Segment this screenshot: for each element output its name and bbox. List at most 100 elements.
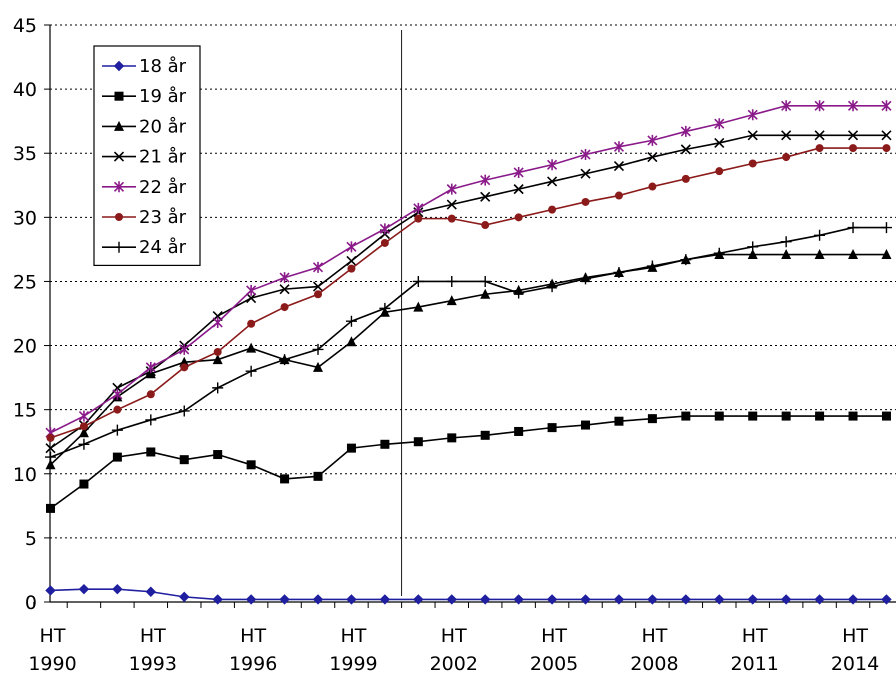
- data-point: [713, 247, 725, 259]
- data-point: [379, 594, 391, 605]
- data-point: [312, 261, 324, 273]
- data-point: [446, 199, 457, 210]
- data-point: [213, 347, 222, 356]
- data-point: [379, 302, 391, 314]
- data-point: [412, 275, 424, 287]
- data-point: [781, 249, 792, 260]
- y-tick-label: 15: [13, 400, 37, 422]
- data-point: [78, 427, 89, 438]
- data-point: [346, 255, 357, 266]
- data-point: [648, 182, 657, 191]
- legend-item: 20 år: [102, 116, 187, 137]
- legend-marker: [113, 181, 125, 193]
- data-point: [212, 382, 224, 394]
- data-point: [646, 260, 658, 272]
- data-point: [680, 254, 692, 266]
- data-point: [481, 221, 490, 230]
- data-point: [613, 160, 625, 172]
- data-point: [881, 249, 892, 260]
- data-point: [613, 141, 625, 153]
- data-point: [380, 238, 389, 247]
- data-point: [647, 134, 658, 146]
- legend-marker: [114, 91, 124, 101]
- data-point: [312, 594, 324, 605]
- x-tick-label-top: HT: [641, 625, 667, 647]
- data-point: [245, 594, 257, 605]
- legend-label: 24 år: [139, 237, 187, 258]
- y-tick-label: 35: [13, 143, 37, 165]
- data-point: [179, 455, 189, 465]
- data-point: [681, 174, 690, 183]
- y-axis-ticks: 0 5 10 15 20 25 30 35 40 45: [13, 15, 50, 614]
- data-point: [614, 416, 624, 426]
- data-point: [280, 474, 290, 484]
- x-tick-label-top: HT: [541, 625, 567, 647]
- legend-label: 22 år: [139, 177, 187, 198]
- x-tick-label-top: HT: [140, 625, 166, 647]
- data-point: [849, 144, 858, 153]
- series-5: [46, 144, 891, 442]
- data-point: [880, 222, 892, 234]
- data-point: [112, 388, 123, 400]
- legend-label: 21 år: [139, 147, 187, 168]
- data-point: [814, 130, 825, 141]
- data-point: [847, 130, 859, 141]
- data-point: [580, 594, 591, 605]
- data-point: [245, 365, 257, 377]
- data-point: [580, 149, 591, 161]
- x-tick-label-bottom: 2002: [430, 653, 478, 673]
- data-point: [246, 460, 256, 470]
- data-point: [747, 594, 758, 605]
- data-point: [748, 159, 757, 168]
- data-point: [145, 361, 156, 373]
- legend-marker: [113, 151, 125, 162]
- data-point: [714, 137, 725, 149]
- data-point: [480, 430, 490, 440]
- x-axis-ticks: HT 1990 HT 1993 HT 1996 HT 1999 HT 2002 HT 2005 HT 20…: [28, 602, 879, 673]
- data-point: [447, 214, 456, 223]
- data-point: [111, 424, 123, 436]
- data-point: [413, 594, 424, 605]
- y-tick-label: 40: [13, 79, 37, 101]
- data-point: [79, 422, 88, 431]
- data-point: [881, 130, 892, 141]
- legend-marker: [114, 120, 124, 131]
- series-group: [45, 100, 892, 605]
- data-point: [881, 411, 891, 421]
- data-point: [347, 264, 356, 273]
- data-point: [881, 594, 892, 605]
- x-tick-label-top: HT: [340, 625, 366, 647]
- data-point: [179, 343, 190, 355]
- data-point: [279, 272, 290, 284]
- data-point: [715, 167, 724, 176]
- data-point: [680, 594, 692, 605]
- series-line: [49, 253, 887, 466]
- data-point: [145, 368, 156, 379]
- data-point: [513, 166, 524, 178]
- legend-item: 22 år: [102, 177, 187, 198]
- y-tick-label: 45: [13, 15, 37, 37]
- data-point: [446, 594, 457, 605]
- data-point: [647, 152, 658, 163]
- data-point: [78, 583, 90, 595]
- data-point: [681, 411, 691, 421]
- data-point: [146, 447, 156, 457]
- data-point: [79, 479, 89, 489]
- data-point: [146, 390, 155, 399]
- data-point: [446, 183, 457, 195]
- legend-item: 24 år: [102, 237, 187, 258]
- legend-box: [93, 45, 201, 266]
- data-point: [212, 354, 223, 365]
- data-point: [145, 414, 157, 426]
- x-tick-label-bottom: 2008: [630, 653, 678, 673]
- data-point: [113, 405, 122, 414]
- series-line: [50, 588, 887, 601]
- data-point: [413, 202, 424, 214]
- data-point: [78, 438, 90, 450]
- series-1: [46, 411, 891, 513]
- data-point: [479, 275, 491, 287]
- data-point: [614, 191, 623, 200]
- data-point: [882, 144, 891, 153]
- data-point: [112, 583, 123, 595]
